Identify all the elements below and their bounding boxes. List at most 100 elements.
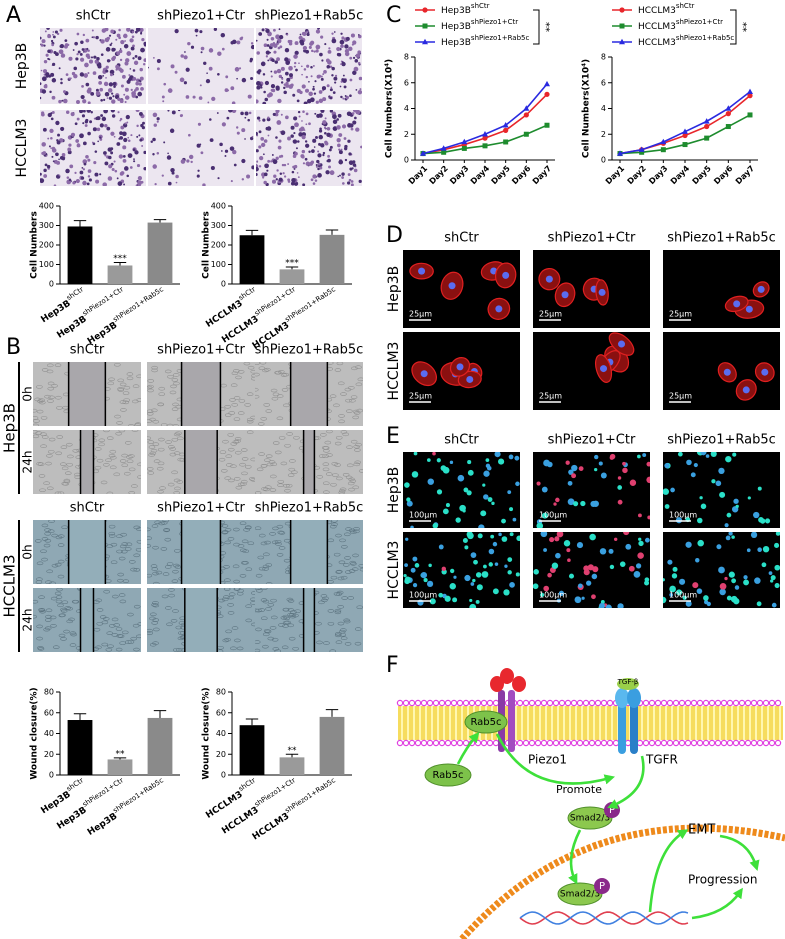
cell (196, 174, 200, 178)
cell (52, 160, 55, 163)
lipid-head (450, 739, 458, 747)
cell (222, 638, 230, 643)
cell (225, 629, 232, 634)
micrograph-content (256, 28, 362, 104)
piezo1-channel (508, 690, 515, 752)
column-label: shPiezo1+Rab5c (667, 433, 776, 448)
cell (354, 116, 357, 120)
cell (47, 386, 55, 391)
cell (293, 116, 298, 121)
nucleus (553, 502, 557, 506)
cell (136, 539, 141, 544)
y-tick-label: 60 (216, 708, 226, 717)
nucleus (470, 552, 477, 558)
arrow (607, 755, 645, 809)
cell (47, 486, 54, 491)
lipid-head (774, 699, 782, 707)
cell (265, 582, 273, 584)
cell (140, 180, 144, 184)
series-line (422, 83, 548, 155)
nucleus (646, 476, 650, 484)
lipid-head (696, 699, 704, 707)
cell (310, 160, 315, 164)
y-tick-label: 40 (44, 729, 54, 738)
cell (143, 41, 146, 46)
cell (55, 451, 62, 456)
cell (105, 76, 107, 79)
nucleus (555, 497, 560, 503)
x-tick-label: HCCLM3shPiezo1+Rab5c (249, 776, 340, 842)
cell (200, 46, 205, 51)
cell (177, 436, 184, 441)
lipid-head (648, 699, 656, 707)
panel-label: F (386, 653, 399, 678)
nucleus (404, 578, 411, 585)
cell (322, 467, 330, 472)
cell (109, 43, 112, 47)
cell (301, 149, 306, 154)
cell (250, 376, 255, 381)
cell (123, 137, 128, 143)
cell (294, 609, 301, 614)
significance: ** (540, 22, 551, 32)
lipid-head (768, 739, 776, 747)
cell (155, 570, 163, 575)
cell (110, 131, 115, 136)
nucleus (427, 458, 431, 462)
cell (283, 83, 287, 86)
cell (302, 31, 307, 36)
y-tick-label: 20 (44, 750, 54, 759)
cell (336, 138, 341, 143)
cell (223, 564, 230, 569)
x-tick-label: Hep3BshPiezo1+Rab5c (84, 776, 168, 837)
nucleus (507, 570, 512, 575)
lipid-head (600, 739, 608, 747)
cell (287, 136, 292, 141)
lipid-head (450, 699, 458, 707)
cell (334, 610, 342, 615)
cell (246, 419, 254, 424)
cell (232, 564, 240, 569)
nucleus (515, 481, 520, 487)
cell (163, 527, 170, 532)
cell (94, 465, 102, 470)
cell (38, 398, 45, 403)
cell (36, 577, 43, 582)
cell (263, 90, 266, 94)
cell (264, 163, 269, 169)
cell (271, 396, 279, 401)
cell (161, 174, 164, 177)
micrograph (663, 250, 780, 328)
cell (297, 140, 300, 143)
cell (151, 365, 158, 370)
cell (294, 122, 299, 128)
cell (288, 66, 293, 71)
cell (229, 398, 236, 402)
nucleus (734, 585, 740, 590)
cell (233, 588, 241, 591)
cell (163, 141, 166, 144)
nucleus (504, 564, 508, 568)
cell (42, 69, 48, 74)
point (682, 128, 688, 134)
cell (72, 448, 80, 453)
cell (295, 147, 298, 150)
cell (230, 86, 235, 91)
cell (147, 436, 152, 441)
nucleus (590, 500, 597, 508)
cell (153, 459, 161, 463)
cell (230, 646, 237, 651)
cell (260, 588, 268, 591)
cell (256, 116, 261, 120)
cell (338, 159, 344, 165)
cell (285, 60, 290, 65)
cell (265, 563, 273, 567)
cell (122, 74, 126, 79)
cell (47, 137, 50, 140)
cell (124, 441, 132, 445)
cell (313, 146, 316, 148)
cell (352, 120, 357, 125)
cell (349, 123, 354, 128)
cell (292, 646, 299, 651)
